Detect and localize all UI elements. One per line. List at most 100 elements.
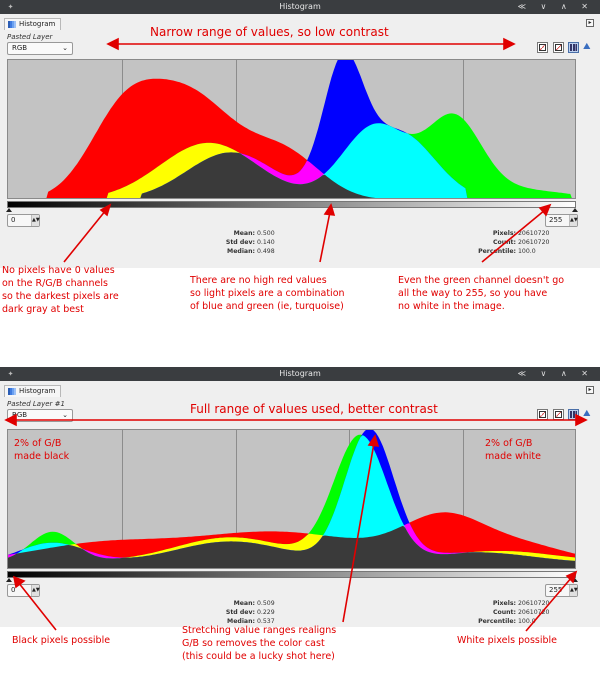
bars-icon xyxy=(569,44,577,51)
stat-row: Mean: 0.500 xyxy=(205,229,275,238)
linear-histogram-button[interactable] xyxy=(537,42,549,53)
annotation-left-black: 2% of G/B made black xyxy=(14,438,70,462)
bottom-titlebar[interactable]: ✦ Histogram ≪ ∨ ∧ ✕ xyxy=(0,367,600,381)
value-gradient-bar[interactable] xyxy=(7,201,576,208)
layer-name: Pasted Layer #1 xyxy=(7,400,65,408)
dock-menu-button[interactable]: ▸ xyxy=(586,386,594,394)
spinner-arrows-icon[interactable]: ▲▼ xyxy=(569,585,578,596)
layer-name: Pasted Layer xyxy=(7,33,53,41)
annotation-no-zero: No pixels have 0 values on the R/G/B cha… xyxy=(2,265,119,315)
stat-value: 20610720 xyxy=(517,600,550,607)
stat-row: Pixels: 20610720 xyxy=(472,599,550,608)
stat-row: Median: 0.537 xyxy=(205,617,275,626)
stat-label: Percentile: xyxy=(478,618,516,625)
stat-value: 0.140 xyxy=(256,239,275,246)
stat-label: Mean: xyxy=(233,600,255,607)
dock-menu-button[interactable]: ▸ xyxy=(586,19,594,27)
stat-value: 100.0 xyxy=(517,248,536,255)
top-titlebar[interactable]: ✦ Histogram ≪ ∨ ∧ ✕ xyxy=(0,0,600,14)
gray-channel-area xyxy=(8,525,575,568)
stat-row: Percentile: 100.0 xyxy=(472,247,549,256)
stat-label: Pixels: xyxy=(492,600,516,607)
linear-icon xyxy=(539,411,547,418)
histogram-icon xyxy=(8,388,16,395)
range-low-spinner[interactable]: 0 ▲▼ xyxy=(7,584,40,597)
stat-row: Mean: 0.509 xyxy=(205,599,275,608)
top-histogram-window: ✦ Histogram ≪ ∨ ∧ ✕ Histogram ▸ Pasted L… xyxy=(0,0,600,268)
stat-row: Std dev: 0.140 xyxy=(205,238,275,247)
linear-icon xyxy=(539,44,547,51)
stat-label: Count: xyxy=(492,239,516,246)
histogram-view[interactable] xyxy=(7,59,576,199)
stat-label: Median: xyxy=(227,248,255,255)
gray-channel-area xyxy=(140,152,376,198)
histogram-tab[interactable]: Histogram xyxy=(4,385,62,397)
stat-label: Count: xyxy=(492,609,516,616)
channel-value: RGB xyxy=(12,411,28,419)
stat-value: 0.498 xyxy=(256,248,275,255)
range-high-spinner[interactable]: 255 ▲▼ xyxy=(545,584,578,597)
annotation-top-range: Narrow range of values, so low contrast xyxy=(150,25,389,39)
channel-select[interactable]: RGB ⌄ xyxy=(7,42,73,55)
log-histogram-button[interactable] xyxy=(552,42,564,53)
range-high-handle[interactable] xyxy=(572,578,578,582)
tab-label: Histogram xyxy=(19,387,56,395)
stat-value: 0.509 xyxy=(256,600,275,607)
stat-value: 0.537 xyxy=(256,618,275,625)
range-low-handle[interactable] xyxy=(6,578,12,582)
gridline xyxy=(236,430,237,568)
channel-value: RGB xyxy=(12,44,28,52)
channel-select[interactable]: RGB ⌄ xyxy=(7,409,73,422)
stat-value: 20610720 xyxy=(517,609,550,616)
spinner-arrows-icon[interactable]: ▲▼ xyxy=(31,585,40,596)
stat-label: Pixels: xyxy=(492,230,516,237)
stat-row: Median: 0.498 xyxy=(205,247,275,256)
range-low-value: 0 xyxy=(11,586,16,594)
stat-label: Percentile: xyxy=(478,248,516,255)
window-title: Histogram xyxy=(279,2,321,11)
app-icon: ✦ xyxy=(7,3,14,11)
value-gradient-bar[interactable] xyxy=(7,571,576,578)
stat-row: Pixels: 20610720 xyxy=(472,229,550,238)
range-high-value: 255 xyxy=(549,586,563,594)
range-high-handle[interactable] xyxy=(572,208,578,212)
window-controls[interactable]: ≪ ∨ ∧ ✕ xyxy=(517,2,594,11)
tab-label: Histogram xyxy=(19,20,56,28)
stat-label: Std dev: xyxy=(225,609,255,616)
range-low-value: 0 xyxy=(11,216,16,224)
range-high-value: 255 xyxy=(549,216,563,224)
log-icon xyxy=(554,411,562,418)
range-low-handle[interactable] xyxy=(6,208,12,212)
annotation-bottom-range: Full range of values used, better contra… xyxy=(190,402,438,416)
stats-right: Pixels: 20610720 Count: 20610720 Percent… xyxy=(472,599,549,626)
histogram-icon xyxy=(8,21,16,28)
histogram-plot xyxy=(8,430,575,568)
perspective-icon[interactable]: ⛰ xyxy=(583,409,591,419)
perspective-icon[interactable]: ⛰ xyxy=(583,42,591,52)
stats-left: Mean: 0.500 Std dev: 0.140 Median: 0.498 xyxy=(205,229,275,256)
annotation-stretch: Stretching value ranges realigns G/B so … xyxy=(182,625,337,662)
bar-view-button[interactable] xyxy=(567,42,579,53)
histogram-tab[interactable]: Histogram xyxy=(4,18,62,30)
annotation-no-red: There are no high red values so light pi… xyxy=(190,275,345,312)
stat-label: Median: xyxy=(227,618,255,625)
annotation-right-white: 2% of G/B made white xyxy=(485,438,541,462)
chevron-down-icon: ⌄ xyxy=(62,44,68,52)
stat-row: Count: 20610720 xyxy=(472,238,550,247)
range-high-spinner[interactable]: 255 ▲▼ xyxy=(545,214,578,227)
linear-histogram-button[interactable] xyxy=(537,409,549,420)
log-icon xyxy=(554,44,562,51)
range-low-spinner[interactable]: 0 ▲▼ xyxy=(7,214,40,227)
histogram-view[interactable] xyxy=(7,429,576,569)
spinner-arrows-icon[interactable]: ▲▼ xyxy=(569,215,578,226)
stat-value: 0.229 xyxy=(256,609,275,616)
gridline xyxy=(463,430,464,568)
window-controls[interactable]: ≪ ∨ ∧ ✕ xyxy=(517,369,594,378)
stats-left: Mean: 0.509 Std dev: 0.229 Median: 0.537 xyxy=(205,599,275,626)
stat-label: Std dev: xyxy=(225,239,255,246)
stat-value: 100.0 xyxy=(517,618,536,625)
spinner-arrows-icon[interactable]: ▲▼ xyxy=(31,215,40,226)
stat-value: 0.500 xyxy=(256,230,275,237)
log-histogram-button[interactable] xyxy=(552,409,564,420)
bar-view-button[interactable] xyxy=(567,409,579,420)
